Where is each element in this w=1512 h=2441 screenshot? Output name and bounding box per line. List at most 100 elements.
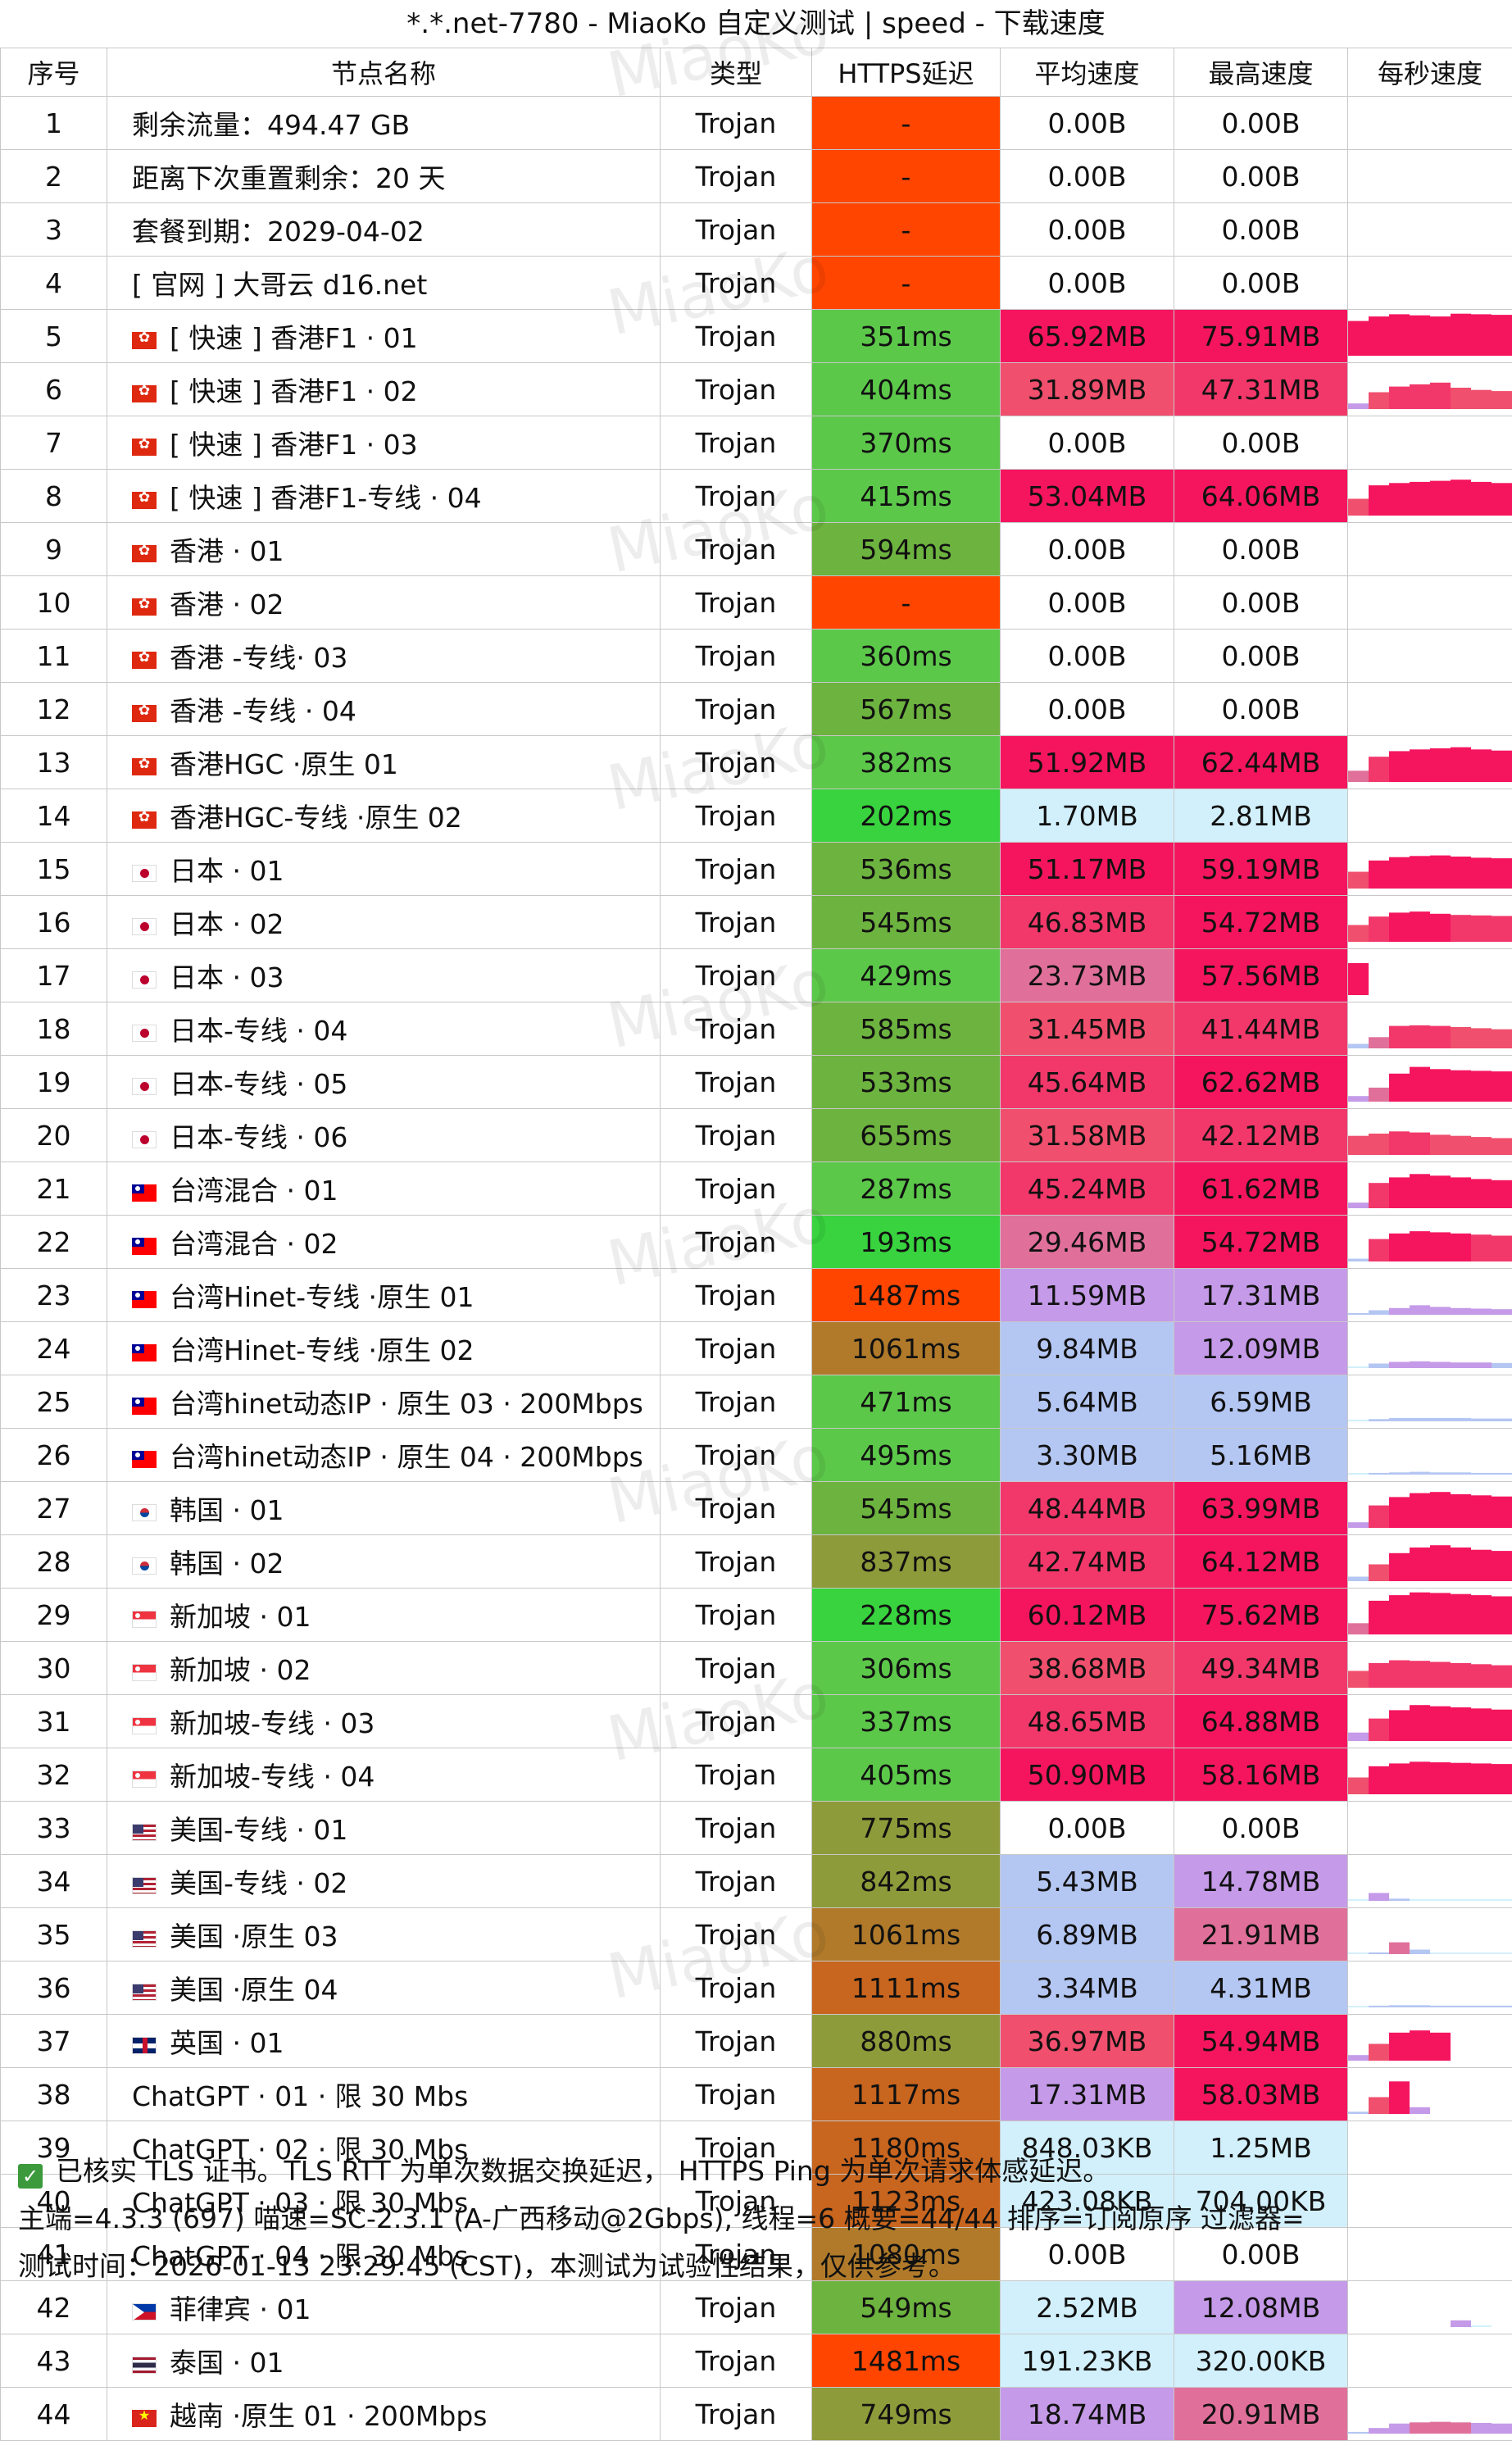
speed-bar xyxy=(1451,1418,1471,1421)
row-latency: 545ms xyxy=(812,896,1001,949)
row-node-name: 日本 · 02 xyxy=(107,896,661,949)
flag-hk-icon xyxy=(132,439,157,456)
speed-bar xyxy=(1492,1071,1512,1102)
row-node-name: 新加坡 · 01 xyxy=(107,1589,661,1642)
row-type: Trojan xyxy=(661,2334,812,2388)
row-speed-chart xyxy=(1348,789,1512,843)
table-row[interactable]: 8[ 快速 ] 香港F1-专线 · 04Trojan415ms53.04MB64… xyxy=(1,470,1512,523)
table-row[interactable]: 6[ 快速 ] 香港F1 · 02Trojan404ms31.89MB47.31… xyxy=(1,363,1512,416)
row-speed-chart xyxy=(1348,2388,1512,2441)
speed-sparkline xyxy=(1348,1269,1512,1315)
row-speed-chart xyxy=(1348,1375,1512,1429)
node-name-text: 日本-专线 · 05 xyxy=(170,1068,347,1100)
header-per-second-speed[interactable]: 每秒速度 xyxy=(1348,48,1512,97)
header-node-name[interactable]: 节点名称 xyxy=(107,48,661,97)
row-node-name: 日本-专线 · 06 xyxy=(107,1109,661,1162)
header-https-latency[interactable]: HTTPS延迟 xyxy=(812,48,1001,97)
header-row: 序号 节点名称 类型 HTTPS延迟 平均速度 最高速度 每秒速度 xyxy=(1,48,1512,97)
row-node-name: 套餐到期：2029-04-02 xyxy=(107,203,661,257)
speed-sparkline xyxy=(1348,1322,1512,1368)
speed-bar xyxy=(1492,2006,1512,2007)
speed-bar xyxy=(1430,914,1451,942)
speed-sparkline xyxy=(1348,1642,1512,1688)
table-row[interactable]: 44越南 ·原生 01 · 200MbpsTrojan749ms18.74MB2… xyxy=(1,2388,1512,2441)
node-name-text: 日本 · 03 xyxy=(170,961,284,993)
table-row[interactable]: 5[ 快速 ] 香港F1 · 01Trojan351ms65.92MB75.91… xyxy=(1,310,1512,363)
speed-bar xyxy=(1451,1362,1471,1368)
row-type: Trojan xyxy=(661,523,812,576)
header-avg-speed[interactable]: 平均速度 xyxy=(1001,48,1174,97)
row-type: Trojan xyxy=(661,1429,812,1482)
speed-bar xyxy=(1471,749,1492,782)
row-speed-chart xyxy=(1348,1961,1512,2015)
row-type: Trojan xyxy=(661,1535,812,1589)
speed-bar xyxy=(1348,872,1369,889)
speed-bar xyxy=(1410,2107,1430,2114)
node-name-text: 新加坡-专线 · 03 xyxy=(170,1707,375,1739)
row-node-name: 香港HGC ·原生 01 xyxy=(107,736,661,789)
row-max-speed: 4.31MB xyxy=(1174,1961,1348,2015)
row-type: Trojan xyxy=(661,1002,812,1056)
row-avg-speed: 48.44MB xyxy=(1001,1482,1174,1535)
row-avg-speed: 0.00B xyxy=(1001,150,1174,203)
row-index: 4 xyxy=(1,257,107,310)
speed-bar xyxy=(1492,1597,1512,1635)
flag-us-icon xyxy=(132,1930,157,1948)
row-latency: 193ms xyxy=(812,1216,1001,1269)
speed-bar xyxy=(1471,1473,1492,1475)
header-max-speed[interactable]: 最高速度 xyxy=(1174,48,1348,97)
speed-bar xyxy=(1471,1899,1492,1901)
speed-bar xyxy=(1369,1506,1389,1528)
flag-tw-icon xyxy=(132,1398,157,1415)
speed-bar xyxy=(1451,1027,1471,1048)
row-node-name: [ 快速 ] 香港F1 · 01 xyxy=(107,310,661,363)
header-type[interactable]: 类型 xyxy=(661,48,812,97)
header-index[interactable]: 序号 xyxy=(1,48,107,97)
row-node-name: 新加坡-专线 · 04 xyxy=(107,1748,661,1802)
footer: ✓已核实 TLS 证书。TLS RTT 为单次数据交换延迟， HTTPS Pin… xyxy=(0,2148,1512,2290)
row-node-name: [ 快速 ] 香港F1-专线 · 04 xyxy=(107,470,661,523)
speed-bar xyxy=(1389,1234,1410,1261)
node-name-text: 美国-专线 · 02 xyxy=(170,1867,347,1899)
row-max-speed: 0.00B xyxy=(1174,150,1348,203)
row-latency: 567ms xyxy=(812,683,1001,736)
row-type: Trojan xyxy=(661,1482,812,1535)
speed-bar xyxy=(1369,1037,1389,1048)
